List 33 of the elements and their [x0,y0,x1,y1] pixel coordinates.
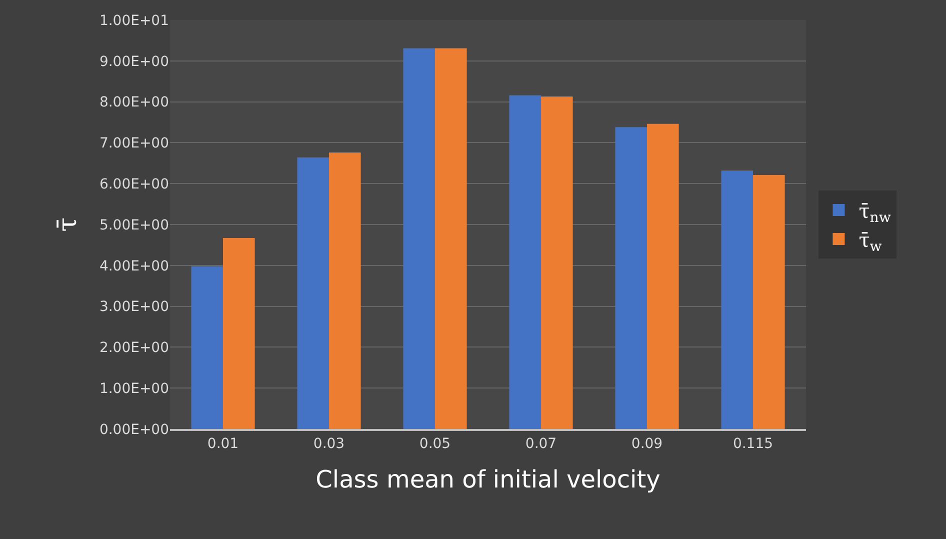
y-tick-label: 7.00E+00 [99,136,169,152]
bar [753,175,785,429]
y-tick-label: 1.00E+01 [99,12,169,29]
bar [509,95,541,429]
bar [297,157,329,429]
y-tick-label: 2.00E+00 [99,340,169,356]
bar [615,127,647,429]
bar [329,152,361,429]
x-tick-label: 0.07 [525,436,557,452]
legend-label: τ̄$_{w}$ [858,228,882,255]
bar [541,96,573,429]
x-tick-label: 0.115 [732,436,774,452]
y-tick-label: 3.00E+00 [99,299,169,316]
x-axis-title: Class mean of initial velocity [316,466,660,494]
y-tick-label: 5.00E+00 [99,217,169,234]
bar [403,48,435,429]
bar [191,266,223,429]
x-tick-label: 0.03 [313,436,345,452]
y-tick-label: 9.00E+00 [99,54,169,70]
x-tick-label: 0.09 [631,436,663,452]
bar [223,238,255,429]
y-axis-title: τ̄ [52,217,83,232]
y-tick-label: 1.00E+00 [99,381,169,397]
bar [647,124,679,429]
x-tick-label: 0.05 [419,436,451,452]
legend-label: τ̄$_{nw}$ [858,198,891,226]
y-tick-label: 6.00E+00 [99,176,169,192]
bar [435,48,467,429]
y-tick-label: 4.00E+00 [99,258,169,274]
y-tick-label: 8.00E+00 [99,94,169,111]
x-tick-label: 0.01 [207,436,239,452]
y-tick-label: 0.00E+00 [99,422,169,438]
bar [721,170,753,429]
